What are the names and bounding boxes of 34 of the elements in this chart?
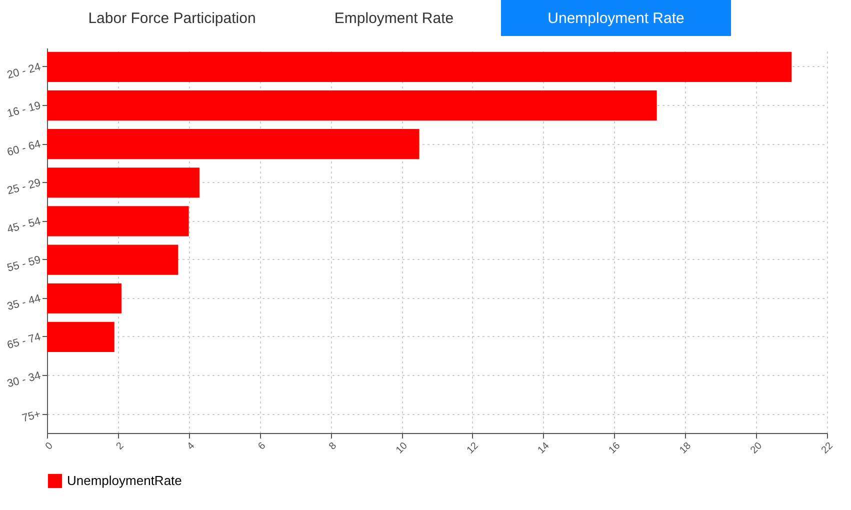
x-tick-label: 20 xyxy=(748,440,765,456)
x-tick-label: 10 xyxy=(394,440,410,456)
x-tick-label: 6 xyxy=(256,440,268,452)
x-tick-label: 12 xyxy=(465,440,482,456)
y-tick-label: 20 - 24 xyxy=(6,61,42,82)
legend-label: UnemploymentRate xyxy=(67,473,182,488)
bar xyxy=(47,322,114,352)
y-tick-label: 30 - 34 xyxy=(6,370,42,390)
x-tick-label: 22 xyxy=(820,440,836,456)
x-tick-label: 18 xyxy=(678,440,694,456)
x-tick-label: 14 xyxy=(536,440,552,456)
y-tick-label: 25 - 29 xyxy=(6,176,42,198)
text: Employment Rate xyxy=(334,10,454,27)
bar xyxy=(47,206,189,236)
y-tick-label: 16 - 19 xyxy=(6,100,42,120)
bar xyxy=(47,283,122,314)
y-tick-label: 55 - 59 xyxy=(6,254,42,274)
bar xyxy=(47,168,200,198)
y-tick-label: 75+ xyxy=(20,408,42,425)
y-tick-label: 65 - 74 xyxy=(6,331,42,352)
bar xyxy=(47,129,420,160)
y-tick-label: 35 - 44 xyxy=(6,292,42,314)
x-tick-label: 4 xyxy=(185,440,198,452)
bar xyxy=(47,90,657,121)
x-tick-label: 2 xyxy=(114,440,126,452)
y-tick-label: 45 - 54 xyxy=(6,215,42,236)
x-tick-label: 8 xyxy=(327,440,340,452)
text: Unemployment Rate xyxy=(548,10,684,27)
x-tick-label: 0 xyxy=(44,440,56,452)
y-tick-label: 60 - 64 xyxy=(6,138,42,159)
x-tick-label: 16 xyxy=(606,440,623,456)
text: Labor Force Participation xyxy=(88,10,256,27)
bar xyxy=(47,52,792,82)
bar xyxy=(47,244,178,275)
